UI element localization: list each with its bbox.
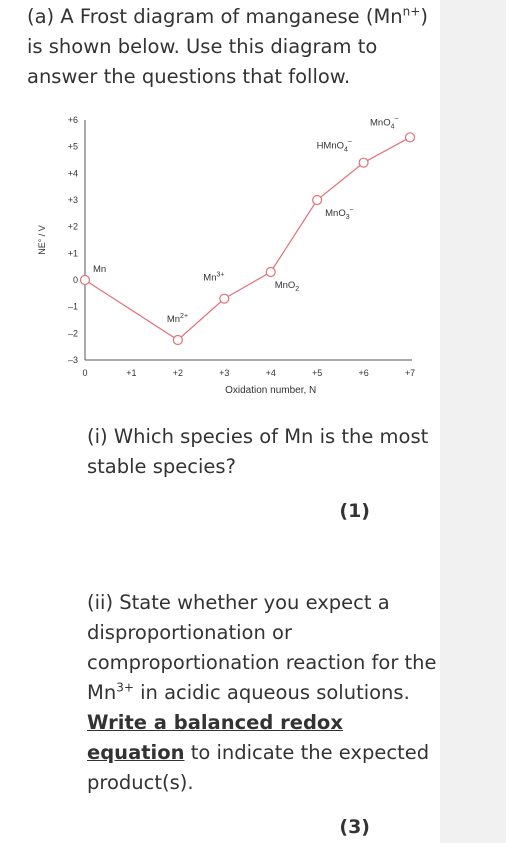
- intro-text-part2: ) is shown below. Use this diagram to an…: [27, 5, 428, 88]
- question-2-text-part3: to indicate the expected product(s).: [87, 741, 430, 794]
- species-label: Mn3+: [203, 272, 224, 284]
- species-label: HMnO4–: [317, 139, 352, 154]
- x-tick-label: +2: [173, 368, 183, 378]
- y-tick-label: –1: [68, 302, 78, 312]
- question-2-text-part2: in acidic aqueous solutions.: [133, 681, 410, 704]
- intro-text-part1: (a) A Frost diagram of manganese (Mn: [27, 5, 403, 28]
- question-2-text-part1: (ii) State whether you expect a dispropo…: [87, 591, 437, 704]
- y-axis-label: NE° / V: [37, 225, 47, 255]
- x-tick-label: +7: [405, 368, 415, 378]
- x-tick-label: +5: [312, 368, 322, 378]
- species-label: MnO3–: [325, 206, 354, 221]
- data-point: [312, 194, 323, 206]
- x-tick-label: +6: [358, 368, 368, 378]
- y-tick-label: +2: [68, 222, 78, 232]
- question-2-marks: (3): [339, 816, 370, 838]
- x-axis-label: Oxidation number, N: [225, 385, 316, 396]
- x-tick-label: 0: [82, 368, 87, 378]
- y-tick-label: +4: [68, 168, 78, 178]
- y-tick-label: –2: [68, 328, 78, 338]
- right-gutter: [440, 0, 506, 843]
- question-1-text: (i) Which species of Mn is the most stab…: [87, 425, 429, 478]
- data-point: [358, 157, 369, 168]
- y-tick-label: –3: [68, 355, 78, 365]
- frost-diagram: +6 +5 +4 +3 +2 +1 0 –1 –2 –3 0 +1 +2 +3 +4 +5 +6 +7 Oxidat…: [37, 115, 416, 396]
- x-tick-label: +1: [126, 368, 136, 378]
- x-tick-label: +4: [266, 368, 276, 378]
- data-point: [404, 132, 416, 143]
- y-tick-label: +5: [68, 142, 78, 152]
- question-2: (ii) State whether you expect a dispropo…: [87, 588, 437, 798]
- series-line: [84, 136, 411, 341]
- data-point: [265, 266, 276, 278]
- species-label: Mn: [93, 264, 106, 275]
- y-tick-label: +3: [68, 195, 78, 205]
- x-tick-label: +3: [219, 368, 229, 378]
- question-2-emphasis: Write a balanced redox equation: [87, 711, 343, 764]
- data-point: [172, 334, 183, 346]
- question-1: (i) Which species of Mn is the most stab…: [87, 422, 437, 482]
- y-tick-label: +6: [68, 115, 78, 125]
- question-1-marks: (1): [339, 500, 370, 522]
- intro-text: (a) A Frost diagram of manganese (Mnn+) …: [27, 2, 437, 92]
- question-content: (a) A Frost diagram of manganese (Mnn+) …: [27, 2, 437, 838]
- species-label: Mn2+: [167, 313, 188, 325]
- data-point: [219, 293, 230, 304]
- species-label: MnO2: [275, 280, 300, 293]
- question-2-superscript: 3+: [116, 680, 134, 695]
- data-point: [79, 274, 91, 286]
- intro-superscript: n+: [402, 4, 421, 19]
- y-tick-label: 0: [73, 275, 78, 285]
- species-label: MnO4–: [370, 115, 399, 130]
- y-tick-label: +1: [68, 248, 78, 258]
